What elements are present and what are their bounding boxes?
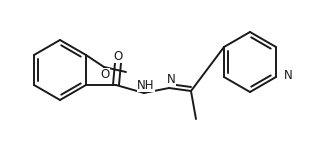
Text: N: N <box>167 73 175 86</box>
Text: O: O <box>113 50 122 62</box>
Text: O: O <box>100 69 110 82</box>
Text: N: N <box>284 69 293 82</box>
Text: NH: NH <box>137 78 155 91</box>
